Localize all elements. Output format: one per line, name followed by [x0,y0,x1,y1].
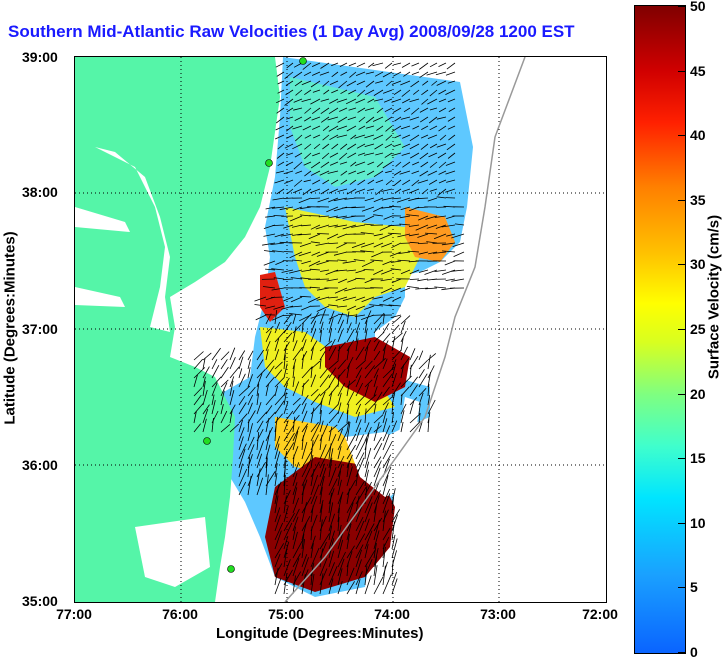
colorbar-tick-mark [678,652,685,653]
x-tick-label: 76:00 [162,606,198,622]
velocity-arrow [212,359,217,369]
velocity-arrow [419,360,428,369]
velocity-arrow [392,333,403,342]
land-mainland [75,57,280,602]
velocity-arrow [419,63,428,70]
station-marker [228,566,235,573]
velocity-arrow [401,331,406,342]
colorbar-tick-label: 45 [690,63,706,79]
velocity-arrow [271,297,284,298]
velocity-arrow [428,372,431,387]
velocity-arrow [392,579,397,595]
map-plot-area[interactable] [74,56,607,603]
velocity-arrow [316,279,329,280]
velocity-arrow [419,369,425,378]
colorbar-tick-mark [678,394,685,395]
velocity-arrow [454,252,464,257]
velocity-arrow [410,348,415,360]
velocity-arrow [239,368,242,378]
velocity-arrow [317,234,329,235]
velocity-arrow [239,351,245,361]
velocity-arrow [357,63,365,67]
velocity-arrow [385,63,392,68]
velocity-arrow [401,316,410,324]
colorbar-tick-label: 25 [690,321,706,337]
velocity-arrow [374,577,383,594]
velocity-arrow [436,72,446,75]
colorbar-tick-mark [678,329,685,330]
velocity-arrow [447,63,455,69]
colorbar-tick-mark [678,71,685,72]
x-tick-label: 77:00 [56,606,92,622]
y-tick-label: 39:00 [22,49,58,65]
velocity-arrow [284,198,294,199]
velocity-arrow [428,355,430,369]
map-title: Southern Mid-Atlantic Raw Velocities (1 … [8,22,575,42]
velocity-arrow [446,72,455,75]
colorbar-tick-label: 0 [690,644,698,660]
velocity-arrow [274,216,284,217]
land [75,57,280,602]
velocity-arrow [203,353,211,360]
velocity-arrow [428,353,436,360]
velocity-arrow [194,352,204,361]
velocity-arrow [439,63,447,67]
velocity-arrow [212,348,221,360]
colorbar-tick-mark [678,587,685,588]
velocity-arrow [412,72,419,75]
velocity-arrow [221,380,228,387]
colorbar-tick-mark [678,6,685,7]
colorbar-tick-label: 20 [690,386,706,402]
station-marker [266,160,273,167]
colorbar-tick-label: 10 [690,515,706,531]
y-tick-label: 37:00 [22,321,58,337]
y-tick-label: 35:00 [22,593,58,609]
velocity-arrow [402,63,410,68]
station-marker [204,438,211,445]
velocity-arrow [284,252,293,253]
colorbar-tick-mark [678,458,685,459]
colorbar-tick-label: 30 [690,256,706,272]
velocity-arrow [446,279,455,281]
y-axis-label: Latitude (Degrees:Minutes) [2,231,19,424]
velocity-arrow [445,261,455,265]
velocity-arrow [410,279,419,280]
velocity-arrow [221,367,228,378]
colorbar-tick-label: 50 [690,0,706,14]
velocity-arrow [412,63,420,66]
velocity-arrow [230,348,235,360]
colorbar-tick-label: 5 [690,579,698,595]
map-canvas [75,57,606,602]
velocity-arrow [407,286,419,288]
velocity-arrow [221,352,229,360]
colorbar-tick-label: 35 [690,192,706,208]
colorbar-tick-label: 40 [690,127,706,143]
velocity-arrow [311,198,320,199]
x-tick-label: 74:00 [374,606,410,622]
x-tick-label: 75:00 [268,606,304,622]
colorbar-tick-mark [678,200,685,201]
colorbar-tick-mark [678,264,685,265]
velocity-arrow [428,366,434,379]
velocity-arrow [230,367,239,378]
x-tick-label: 72:00 [582,606,618,622]
colorbar-label: Surface Velocity (cm/s) [706,215,723,379]
colorbar-tick-mark [678,135,685,136]
velocity-arrow [364,270,374,271]
velocity-arrow [419,351,423,360]
velocity-arrow [221,359,227,369]
y-tick-label: 36:00 [22,457,58,473]
velocity-arrow [427,72,437,75]
y-tick-label: 38:00 [22,184,58,200]
x-tick-label: 73:00 [480,606,516,622]
velocity-arrow [430,63,437,67]
colorbar-tick-mark [678,523,685,524]
velocity-arrow [194,359,203,369]
station-marker [300,58,307,65]
velocity-arrow [349,63,356,66]
colorbar-tick-label: 15 [690,450,706,466]
velocity-arrow [394,63,402,65]
velocity-arrow [383,333,390,342]
x-axis-label: Longitude (Degrees:Minutes) [216,625,424,642]
